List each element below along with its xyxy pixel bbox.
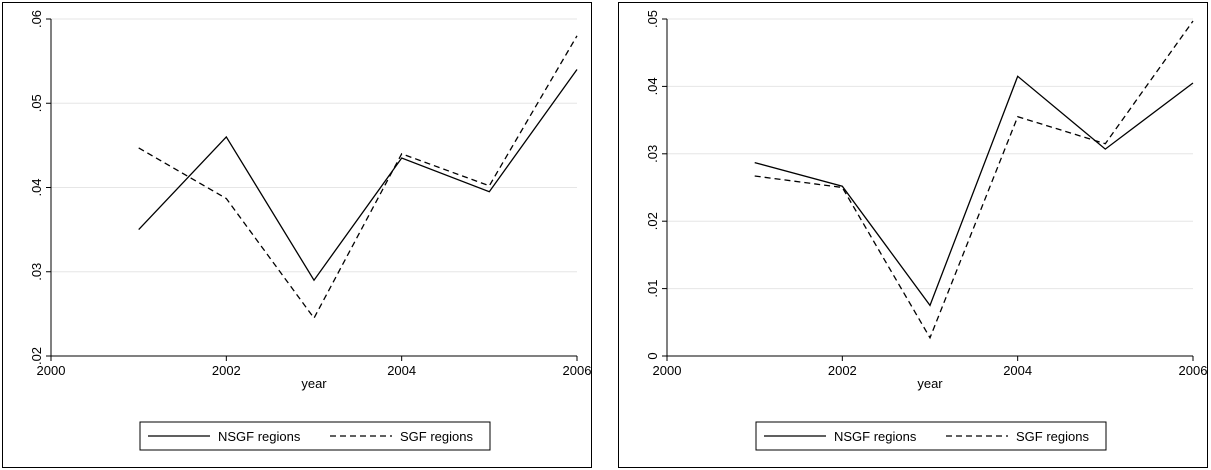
legend-label-sgf: SGF regions (400, 429, 473, 444)
data-point (138, 147, 140, 149)
legend-box (755, 421, 1107, 451)
data-point (489, 185, 491, 187)
series-line-nsgf (138, 69, 578, 282)
data-point (1105, 148, 1107, 150)
data-point (313, 279, 315, 281)
data-point (754, 175, 756, 177)
data-point (576, 69, 578, 71)
x-axis-title: year (301, 376, 327, 391)
y-tick-label: .04 (29, 178, 44, 196)
series-line-sgf (754, 20, 1194, 340)
x-tick-label: 2002 (828, 363, 857, 378)
chart-panel-left: .02 .03 .04 .05 .06 2000 2002 2004 2006 year NSGF … (2, 2, 592, 468)
legend-label-nsgf: NSGF regions (834, 429, 917, 444)
series-line-nsgf (754, 75, 1194, 307)
legend-label-nsgf: NSGF regions (218, 429, 301, 444)
x-axis-title: year (917, 376, 943, 391)
data-point (401, 157, 403, 159)
x-tick-label: 2006 (1179, 363, 1207, 378)
x-tick-label: 2000 (37, 363, 66, 378)
data-point (489, 191, 491, 193)
data-point (1105, 143, 1107, 145)
y-tick-label: .02 (29, 347, 44, 365)
x-tick-label: 2004 (387, 363, 416, 378)
y-tick-label: .03 (645, 145, 660, 163)
data-point (138, 229, 140, 231)
line-chart-left: .02 .03 .04 .05 .06 2000 2002 2004 2006 year NSGF … (29, 10, 591, 451)
data-point (313, 317, 315, 319)
x-tick-label: 2004 (1003, 363, 1032, 378)
data-point (929, 305, 931, 307)
data-point (842, 187, 844, 189)
line-chart-right: 0 .01 .02 .03 .04 .05 2000 2002 2004 2006 year NSGF… (645, 10, 1207, 451)
data-point (1192, 20, 1194, 22)
y-tick-label: .02 (645, 212, 660, 230)
series-line-sgf (138, 35, 578, 320)
legend: NSGF regions SGF regions (755, 421, 1107, 451)
y-tick-label: .04 (645, 77, 660, 95)
legend: NSGF regions SGF regions (139, 421, 491, 451)
data-point (754, 162, 756, 164)
x-tick-label: 2002 (212, 363, 241, 378)
data-point (929, 337, 931, 339)
x-tick-label: 2006 (563, 363, 591, 378)
legend-label-sgf: SGF regions (1016, 429, 1089, 444)
y-tick-label: .01 (645, 280, 660, 298)
data-point (226, 198, 228, 200)
data-point (1192, 82, 1194, 84)
y-tick-label: .05 (29, 94, 44, 112)
data-point (401, 153, 403, 155)
y-tick-label: .06 (29, 10, 44, 28)
data-point (226, 136, 228, 138)
data-point (1017, 75, 1019, 77)
x-tick-label: 2000 (653, 363, 682, 378)
data-point (576, 35, 578, 37)
y-tick-label: 0 (645, 352, 660, 359)
data-point (1017, 116, 1019, 118)
chart-panel-right: 0 .01 .02 .03 .04 .05 2000 2002 2004 2006 year NSGF… (618, 2, 1208, 468)
y-tick-label: .03 (29, 263, 44, 281)
y-tick-label: .05 (645, 10, 660, 28)
